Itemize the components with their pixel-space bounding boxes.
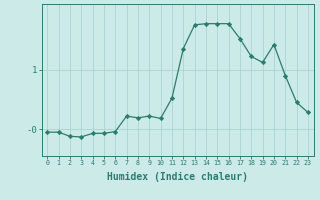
X-axis label: Humidex (Indice chaleur): Humidex (Indice chaleur) bbox=[107, 172, 248, 182]
